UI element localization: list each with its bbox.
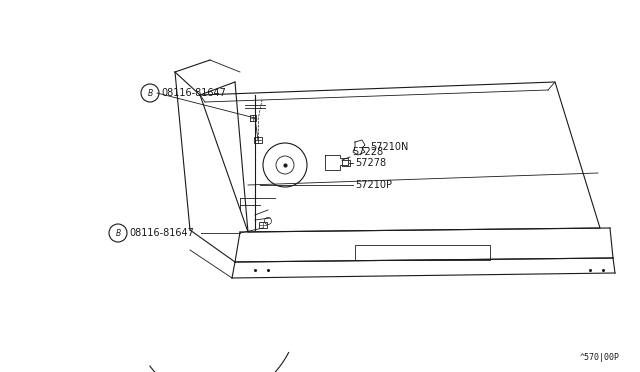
Text: 57228: 57228 xyxy=(352,147,383,157)
Text: 57210N: 57210N xyxy=(370,142,408,152)
Text: ^570|00P: ^570|00P xyxy=(580,353,620,362)
Text: B: B xyxy=(147,89,152,97)
Text: 57210P: 57210P xyxy=(355,180,392,190)
Text: 57278: 57278 xyxy=(355,158,386,168)
Text: 08116-81647: 08116-81647 xyxy=(129,228,194,238)
Text: B: B xyxy=(115,228,120,237)
Text: 08116-81647: 08116-81647 xyxy=(161,88,226,98)
Bar xyxy=(254,137,262,143)
Bar xyxy=(259,222,267,228)
